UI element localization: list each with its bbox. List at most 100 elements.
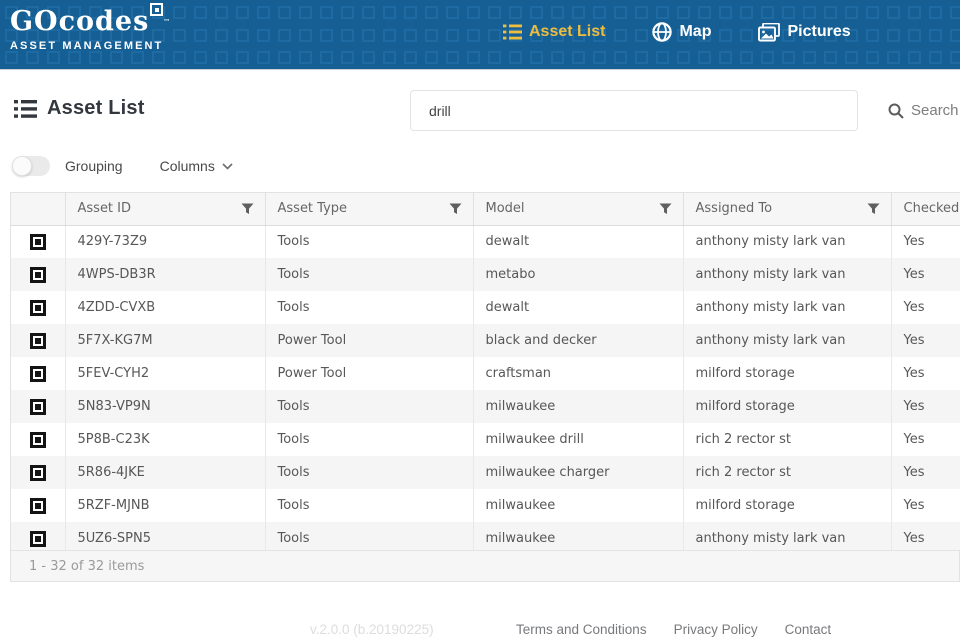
table-row[interactable]: 5R86-4JKE Tools milwaukee charger rich 2 re… (11, 456, 960, 489)
cell-model: milwaukee (473, 489, 684, 522)
qr-code-icon[interactable] (29, 365, 46, 382)
cell-asset-id: 5FEV-CYH2 (65, 357, 266, 390)
filter-icon[interactable] (449, 203, 462, 215)
cell-assigned-to: anthony misty lark van (683, 291, 892, 324)
cell-qr[interactable] (11, 489, 66, 522)
cell-assigned-to: anthony misty lark van (683, 225, 892, 258)
qr-code-icon[interactable] (29, 233, 46, 250)
cell-qr[interactable] (11, 324, 66, 357)
cell-checked: Yes (891, 489, 960, 522)
cell-qr[interactable] (11, 357, 66, 390)
cell-model: black and decker (473, 324, 684, 357)
qr-code-icon[interactable] (29, 431, 46, 448)
logo-qr-icon (150, 3, 164, 16)
search-button[interactable]: Search (862, 90, 960, 131)
table-row[interactable]: 5RZF-MJNB Tools milwaukee milford storage Ye… (11, 489, 960, 522)
table-row[interactable]: 5F7X-KG7M Power Tool black and decker antho… (11, 324, 960, 357)
cell-asset-type: Power Tool (265, 357, 474, 390)
nav-item-map[interactable]: Map (652, 22, 711, 42)
cell-checked: Yes (891, 225, 960, 258)
filter-icon[interactable] (867, 203, 880, 215)
cell-assigned-to: anthony misty lark van (683, 522, 892, 555)
cell-assigned-to: milford storage (683, 489, 892, 522)
filter-icon[interactable] (659, 203, 672, 215)
cell-model: dewalt (473, 291, 684, 324)
footer-link-contact[interactable]: Contact (784, 622, 832, 637)
cell-asset-id: 5UZ6-SPN5 (65, 522, 266, 555)
map-globe-icon (652, 22, 673, 42)
cell-asset-type: Tools (265, 456, 474, 489)
main-nav: Asset List Map Pictures (503, 16, 851, 48)
footer-link-privacy-policy[interactable]: Privacy Policy (673, 622, 758, 637)
search-icon (888, 103, 904, 119)
cell-asset-id: 5RZF-MJNB (65, 489, 266, 522)
qr-code-icon[interactable] (29, 299, 46, 316)
column-header-model[interactable]: Model (473, 193, 684, 226)
app-version: v.2.0.0 (b.20190225) (310, 622, 434, 637)
cell-qr[interactable] (11, 225, 66, 258)
cell-asset-type: Tools (265, 489, 474, 522)
nav-item-label: Map (679, 23, 712, 40)
qr-code-icon[interactable] (29, 497, 46, 514)
pictures-icon (758, 22, 781, 42)
columns-dropdown[interactable]: Columns (160, 158, 233, 174)
qr-code-icon[interactable] (29, 332, 46, 349)
cell-asset-type: Tools (265, 423, 474, 456)
cell-checked: Yes (891, 324, 960, 357)
cell-qr[interactable] (11, 258, 66, 291)
cell-qr[interactable] (11, 522, 66, 555)
cell-asset-type: Power Tool (265, 324, 474, 357)
cell-model: craftsman (473, 357, 684, 390)
filter-icon[interactable] (241, 203, 254, 215)
cell-asset-id: 4WPS-DB3R (65, 258, 266, 291)
cell-assigned-to: milford storage (683, 390, 892, 423)
app-logo[interactable]: GOcodes ™ ASSET MANAGEMENT (10, 3, 171, 52)
cell-asset-type: Tools (265, 258, 474, 291)
cell-qr[interactable] (11, 456, 66, 489)
grouping-toggle[interactable] (12, 156, 50, 176)
column-header-label: Asset Type (277, 201, 348, 217)
table-row[interactable]: 5P8B-C23K Tools milwaukee drill rich 2 rect… (11, 423, 960, 456)
nav-item-asset-list[interactable]: Asset List (503, 23, 605, 41)
cell-checked: Yes (891, 258, 960, 291)
column-header-assigned-to[interactable]: Assigned To (683, 193, 892, 226)
column-header-label: Model (485, 201, 525, 217)
table-header-row: Asset ID Asset Type Model Assigned To Ch… (11, 193, 960, 226)
cell-model: milwaukee charger (473, 456, 684, 489)
qr-code-icon[interactable] (29, 266, 46, 283)
table-row[interactable]: 4WPS-DB3R Tools metabo anthony misty lark v… (11, 258, 960, 291)
cell-model: milwaukee drill (473, 423, 684, 456)
table-row[interactable]: 5UZ6-SPN5 Tools milwaukee anthony misty lar… (11, 522, 960, 555)
nav-item-label: Asset List (529, 23, 606, 40)
header-pattern-decor (1, 2, 960, 69)
cell-qr[interactable] (11, 390, 66, 423)
cell-checked: Yes (891, 456, 960, 489)
search-input[interactable] (410, 90, 858, 131)
column-header-asset-type[interactable]: Asset Type (265, 193, 474, 226)
cell-qr[interactable] (11, 423, 66, 456)
cell-asset-id: 5P8B-C23K (65, 423, 266, 456)
cell-qr[interactable] (11, 291, 66, 324)
cell-assigned-to: rich 2 rector st (683, 423, 892, 456)
cell-model: dewalt (473, 225, 684, 258)
cell-assigned-to: anthony misty lark van (683, 258, 892, 291)
table-row[interactable]: 5FEV-CYH2 Power Tool craftsman milford stor… (11, 357, 960, 390)
footer-link-terms-and-conditions[interactable]: Terms and Conditions (516, 622, 647, 637)
column-header-label: Assigned To (695, 201, 773, 217)
grouping-toggle-knob[interactable] (12, 156, 32, 176)
nav-item-label: Pictures (787, 23, 851, 40)
table-row[interactable]: 5N83-VP9N Tools milwaukee milford storage Ye… (11, 390, 960, 423)
qr-code-icon[interactable] (29, 464, 46, 481)
column-header-checked[interactable]: Checked (891, 193, 960, 226)
chevron-down-icon (222, 162, 233, 170)
table-row[interactable]: 4ZDD-CVXB Tools dewalt anthony misty lark v… (11, 291, 960, 324)
cell-asset-id: 5N83-VP9N (65, 390, 266, 423)
column-header-label: Checked (903, 201, 960, 217)
grid-pager: 1 - 32 of 32 items (10, 550, 960, 582)
nav-item-pictures[interactable]: Pictures (758, 22, 851, 42)
asset-grid: Asset ID Asset Type Model Assigned To Ch… (10, 192, 960, 555)
table-row[interactable]: 429Y-73Z9 Tools dewalt anthony misty lark v… (11, 225, 960, 258)
qr-code-icon[interactable] (29, 530, 46, 547)
qr-code-icon[interactable] (29, 398, 46, 415)
column-header-asset-id[interactable]: Asset ID (65, 193, 266, 226)
